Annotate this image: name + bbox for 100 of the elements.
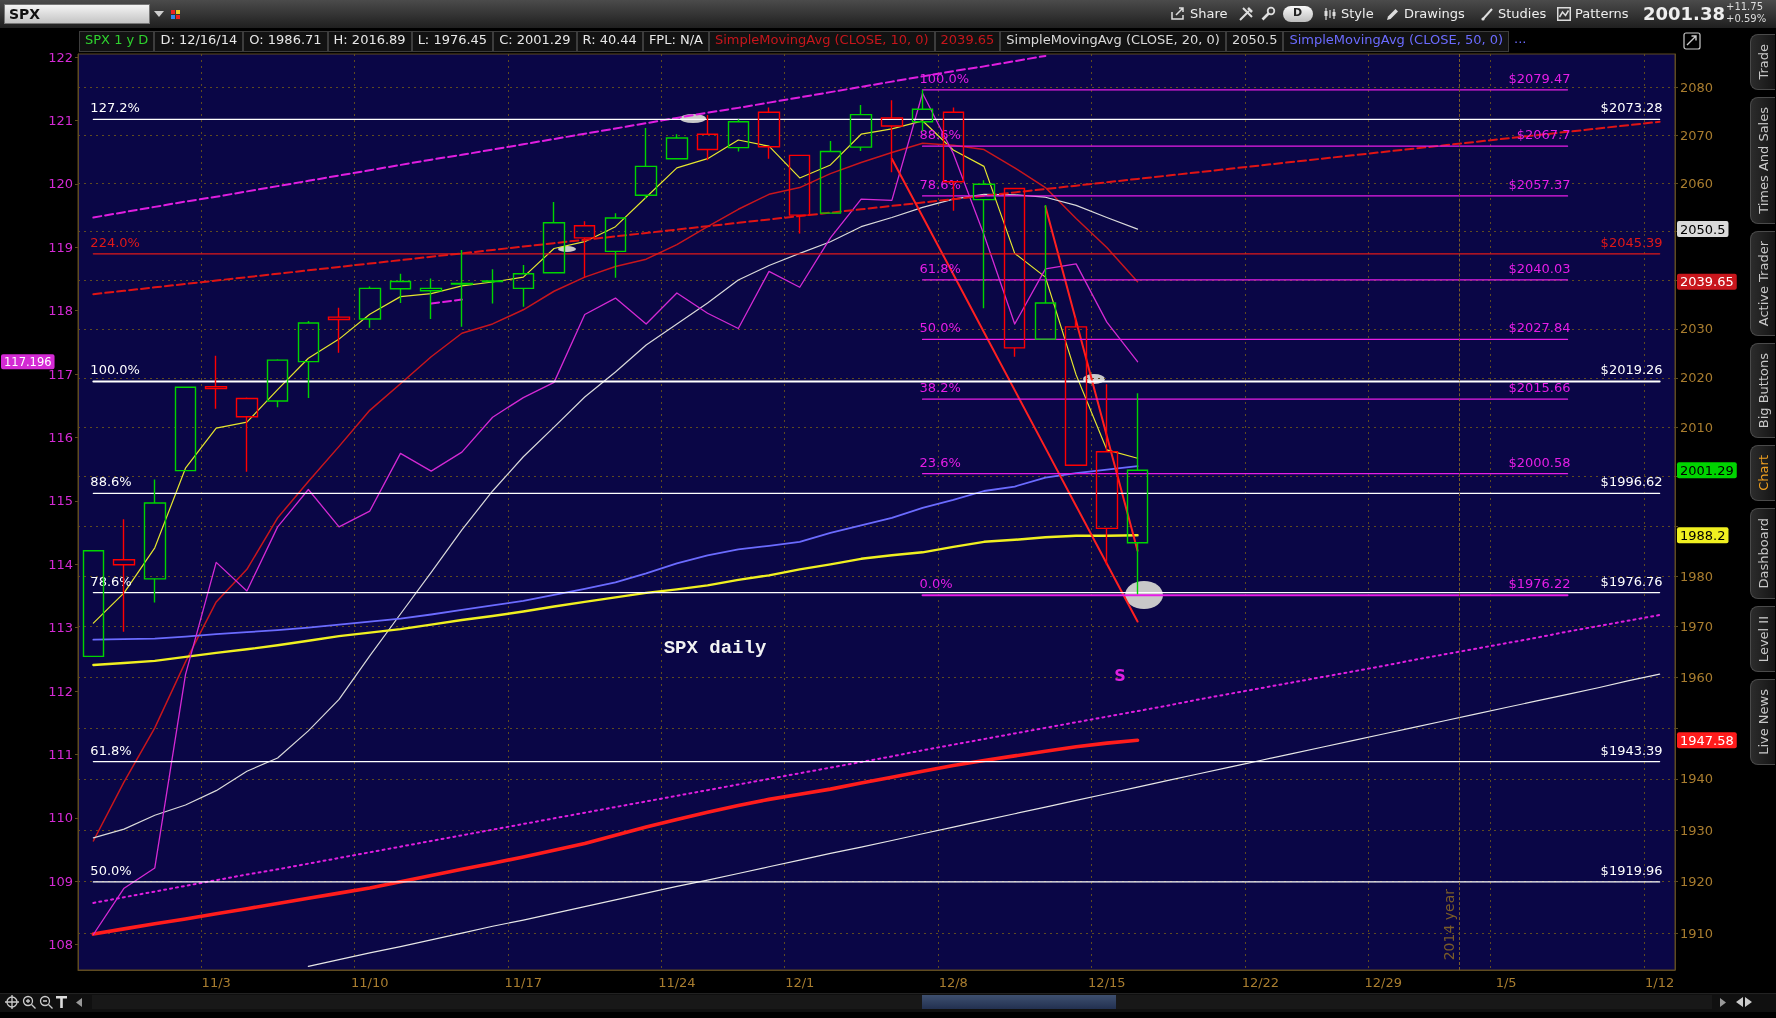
side-tab: Active Trader: [1750, 231, 1775, 337]
candlestick: [880, 99, 904, 173]
y2-tick-label: 118: [48, 303, 73, 319]
text: Style: [1341, 6, 1374, 21]
side-tab: Chart: [1750, 445, 1775, 501]
candlestick: [450, 249, 474, 328]
series-label: 61.8%: [90, 742, 132, 758]
y-tick-label: 1910: [1680, 926, 1714, 942]
y2-tick-label: 117: [48, 366, 73, 382]
candlestick: [297, 320, 320, 399]
series-label: 50.0%: [919, 320, 961, 336]
line-series: [92, 54, 1047, 219]
legend-label: SimpleMovingAvg (CLOSE, 50, 0): [1283, 31, 1510, 52]
text: 2001.29: [1680, 462, 1734, 478]
text: 2039.65: [934, 31, 1001, 52]
y2-tick-label: 116: [48, 430, 73, 446]
candlestick: [174, 385, 197, 472]
candlestick: [542, 201, 566, 274]
line-series: [92, 534, 1139, 667]
x-tick-label: 11/10: [351, 975, 389, 990]
text: 2050.5: [1680, 221, 1726, 237]
candlestick: [204, 355, 228, 410]
x-tick-label: 12/1: [785, 975, 815, 990]
x-tick-label: 12/29: [1364, 975, 1402, 990]
candlestick: [512, 264, 535, 308]
y-tick-label: 2030: [1680, 321, 1714, 337]
y-tick-label: 1930: [1680, 822, 1714, 838]
candlestick: [696, 114, 719, 161]
y-tick-label: 1940: [1680, 771, 1714, 787]
text: D: 12/16/14: [154, 31, 244, 52]
candlestick: [1126, 392, 1149, 595]
x-tick-label: 1/5: [1495, 975, 1517, 990]
line-series: [890, 157, 1139, 623]
x-tick-label: 12/22: [1241, 975, 1280, 990]
text: R: 40.44: [576, 31, 643, 52]
text: L: 1976.45: [411, 31, 494, 52]
candlestick: [757, 106, 781, 160]
symbol-field: SPX: [4, 4, 150, 24]
side-tab: Times And Sales: [1750, 97, 1775, 224]
data-label: $2000.58: [1508, 454, 1571, 470]
y-tick-label: 2080: [1680, 79, 1714, 95]
x-tick-label: 11/24: [658, 975, 696, 990]
data-label: $1919.96: [1600, 862, 1663, 878]
candlestick: [573, 220, 596, 279]
series-label: 50.0%: [90, 862, 132, 878]
data-label: $1976.22: [1508, 576, 1571, 592]
line-series: [92, 465, 1139, 641]
text: C: 2001.29: [493, 31, 577, 52]
chart-title: SPX: [9, 6, 41, 22]
y-tick-label: 2020: [1680, 370, 1714, 386]
data-label: $2045.39: [1600, 234, 1663, 250]
series-label: 127.2%: [90, 100, 140, 116]
candlestick: [419, 277, 443, 320]
y-tick-label: 2010: [1680, 419, 1714, 435]
candlestick: [972, 179, 996, 310]
side-tab: Level II: [1750, 606, 1775, 673]
text: FPL: N/A: [642, 31, 709, 52]
y2-tick-label: 120: [48, 176, 73, 192]
candlestick: [1064, 316, 1088, 466]
data-label: $2073.28: [1600, 100, 1663, 116]
y2-tick-label: 122: [48, 49, 73, 65]
data-label: $2057.37: [1508, 176, 1571, 192]
annotation: 2014 year: [1441, 888, 1457, 960]
legend-label: SimpleMovingAvg (CLOSE, 20, 0): [1000, 31, 1226, 52]
series-label: 23.6%: [919, 454, 961, 470]
candlestick: [788, 154, 811, 235]
candlestick: [235, 396, 259, 473]
candlestick: [266, 358, 289, 409]
y2-tick-label: 115: [48, 493, 73, 509]
series-label: 100.0%: [919, 70, 970, 86]
text: 117.196: [4, 354, 52, 369]
data-label: $1943.39: [1600, 742, 1663, 758]
annotation: S: [1114, 666, 1126, 685]
candlestick: [1034, 204, 1057, 340]
candlestick: [634, 127, 658, 200]
candlestick: [604, 212, 627, 279]
text: ...: [1513, 31, 1528, 48]
candlestick: [358, 285, 382, 329]
text: 2039.65: [1680, 274, 1734, 290]
x-tick-label: 11/17: [504, 975, 543, 990]
side-tab: Trade: [1750, 34, 1775, 90]
y-tick-label: 2070: [1680, 127, 1714, 143]
candlestick: [819, 140, 842, 214]
candlestick: [327, 307, 351, 354]
series-label: 100.0%: [90, 362, 140, 378]
series-label: 88.6%: [90, 474, 132, 490]
line-series: [92, 120, 1661, 296]
side-tab: Live News: [1750, 679, 1775, 765]
text: O: 1986.71: [243, 31, 328, 52]
x-tick-label: 1/12: [1645, 975, 1675, 990]
y-tick-label: 1980: [1680, 568, 1714, 584]
text: 1988.2: [1680, 527, 1726, 543]
candlestick: [665, 133, 689, 160]
candlestick: [849, 104, 873, 152]
candlestick: [481, 268, 504, 305]
text: Share: [1190, 6, 1228, 21]
series-label: 0.0%: [919, 576, 953, 592]
y2-tick-label: 111: [48, 746, 73, 762]
x-tick-label: 11/3: [201, 975, 231, 990]
y2-tick-label: 108: [48, 937, 73, 953]
